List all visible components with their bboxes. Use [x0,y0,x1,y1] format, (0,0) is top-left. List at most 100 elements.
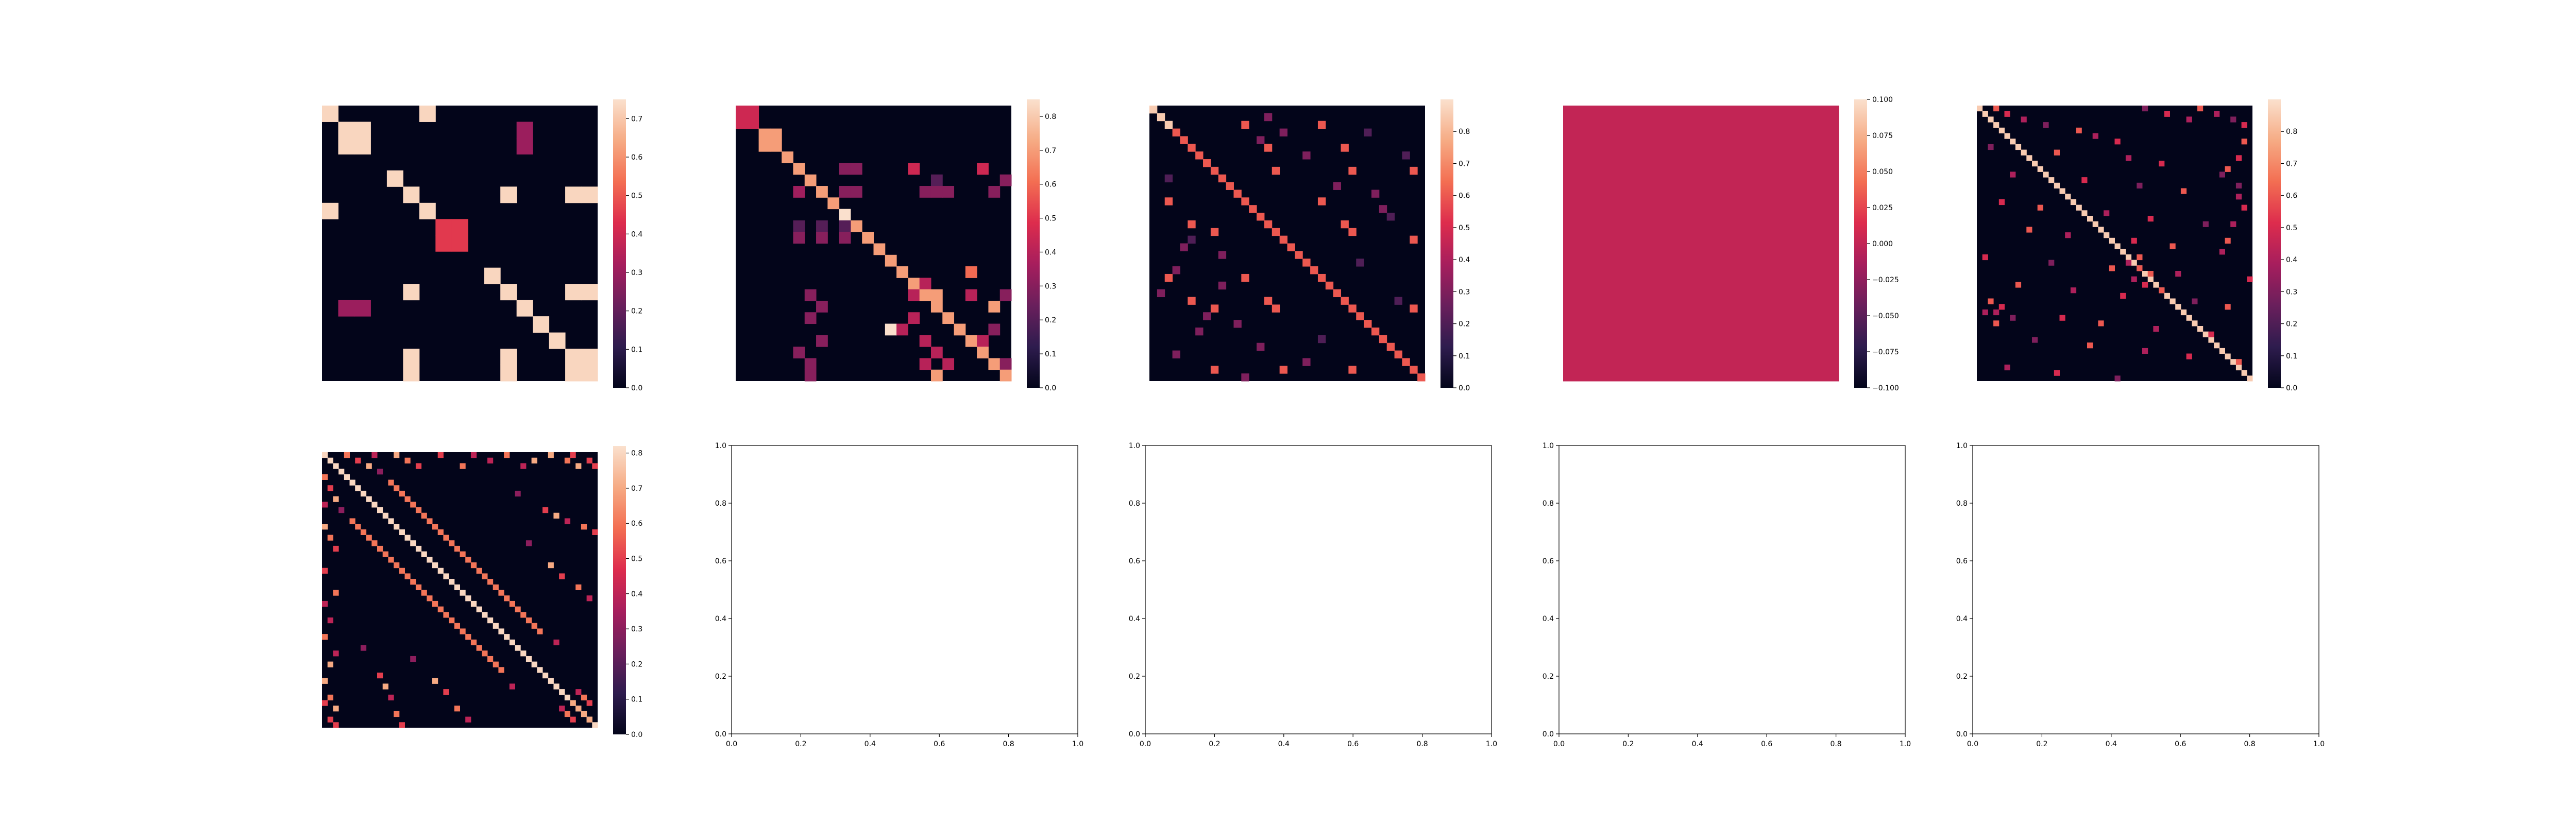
heatmap-cell [1998,127,2005,133]
heatmap-cell [1988,144,1994,150]
heatmap-cell [465,716,471,723]
colorbar [1854,99,1867,388]
heatmap-cell [2010,171,2016,178]
heatmap-cell [2241,139,2247,145]
heatmap-cell [1172,350,1180,358]
heatmap-cell [421,590,427,596]
heatmap-cell [1993,309,1999,316]
colorbar-tick-label: −0.025 [1872,276,1899,284]
heatmap-cell [2015,144,2022,150]
heatmap-cell [493,623,499,629]
heatmap-cell [1287,243,1295,251]
heatmap-cell [404,573,411,579]
subplot-10: 0.0 0.2 0.4 0.6 0.8 1.0 0.0 0.2 0.4 0.6 0.8 1.0 [1956,442,2325,748]
heatmap-cell [333,545,339,552]
x-tick-label: 1.0 [1900,740,1911,748]
heatmap-cell [516,122,533,139]
heatmap-cell [919,358,931,370]
heatmap-cell [377,673,383,679]
heatmap-cell [2131,260,2137,266]
heatmap-cell [354,138,371,154]
x-tick-label: 0.0 [1553,740,1565,748]
heatmap-cell [575,463,582,469]
x-tick-label: 0.8 [1003,740,1014,748]
heatmap-cell [2214,111,2220,117]
colorbar-tick-label: 0.3 [2286,288,2297,296]
heatmap-cell [2125,155,2132,161]
heatmap-cell [449,540,455,546]
heatmap-cell [1233,190,1242,198]
subplot-5: 0.0 0.1 0.2 0.3 0.4 0.5 0.6 0.7 0.8 [1977,99,2297,392]
heatmap-cell [2230,221,2236,227]
heatmap-cell [793,163,805,175]
heatmap-cell [2114,139,2121,145]
heatmap-cell [565,365,582,382]
y-tick-label: 0.6 [1956,557,1968,565]
heatmap-cell [1402,151,1410,160]
x-tick-label: 0.2 [1209,740,1220,748]
heatmap-cell [454,545,460,552]
heatmap-cell [2192,298,2198,304]
heatmap-cell [2230,116,2236,123]
heatmap-cell [1371,327,1380,336]
y-tick-label: 0.8 [1129,500,1140,508]
colorbar-tick-label: 0.5 [1045,215,1056,223]
heatmap-cell [338,507,345,513]
heatmap-cell [804,358,817,370]
heatmap-cell [2081,177,2088,183]
heatmap-cell [410,656,416,662]
heatmap-cell [1386,213,1395,221]
heatmap-cell [2043,171,2049,178]
heatmap-cell [432,600,438,607]
heatmap-cell [1317,335,1326,344]
heatmap-cell [2026,227,2032,233]
heatmap-cell [2225,353,2231,359]
heatmap-cell [2159,161,2165,167]
heatmap-cell [377,545,383,552]
heatmap-cell [2235,364,2242,371]
heatmap-cell [2070,199,2077,205]
heatmap-cell [322,700,328,706]
heatmap-cell [2065,232,2071,238]
heatmap-cell [382,683,388,690]
heatmap-cell [354,122,371,139]
heatmap-cell [575,706,582,712]
heatmap-cell [1172,266,1180,274]
heatmap-cell [919,278,931,290]
heatmap-cell [2120,293,2126,299]
heatmap-cell [1386,342,1395,351]
heatmap-cell [747,117,759,129]
axes-frame [731,445,1078,734]
heatmap-cell [509,683,515,690]
heatmap-cell [2037,166,2043,172]
heatmap-cell [2032,161,2038,167]
x-tick-label: 1.0 [1486,740,1497,748]
heatmap-cell [839,186,851,198]
heatmap-cell [2186,353,2192,359]
heatmap-cell [930,174,943,186]
heatmap-cell [592,463,598,469]
heatmap-cell [1233,320,1242,328]
heatmap-cell [482,612,488,618]
heatmap-cell [1188,144,1196,152]
subplot-7: 0.0 0.2 0.4 0.6 0.8 1.0 0.0 0.2 0.4 0.6 0.8 1.0 [715,442,1083,748]
colorbar-tick-label: 0.000 [1872,240,1893,248]
heatmap-cell [2247,276,2253,282]
heatmap-cell [816,335,828,347]
colorbar-tick-label: 0.3 [1459,288,1470,296]
heatmap-cell [793,186,805,198]
colorbar-tick-label: 0.7 [631,115,642,123]
heatmap-cell [470,639,477,645]
heatmap-cell [500,365,517,382]
heatmap-cell [565,349,582,366]
heatmap-cell [977,163,989,175]
heatmap-cell [1371,190,1380,198]
y-tick-label: 0.2 [715,673,726,681]
heatmap-cell [371,502,378,508]
heatmap-cell [427,595,433,602]
heatmap-cell [2104,210,2110,216]
heatmap-cell [394,711,400,717]
y-tick-label: 0.2 [1543,673,1554,681]
heatmap-cell [2214,342,2220,349]
